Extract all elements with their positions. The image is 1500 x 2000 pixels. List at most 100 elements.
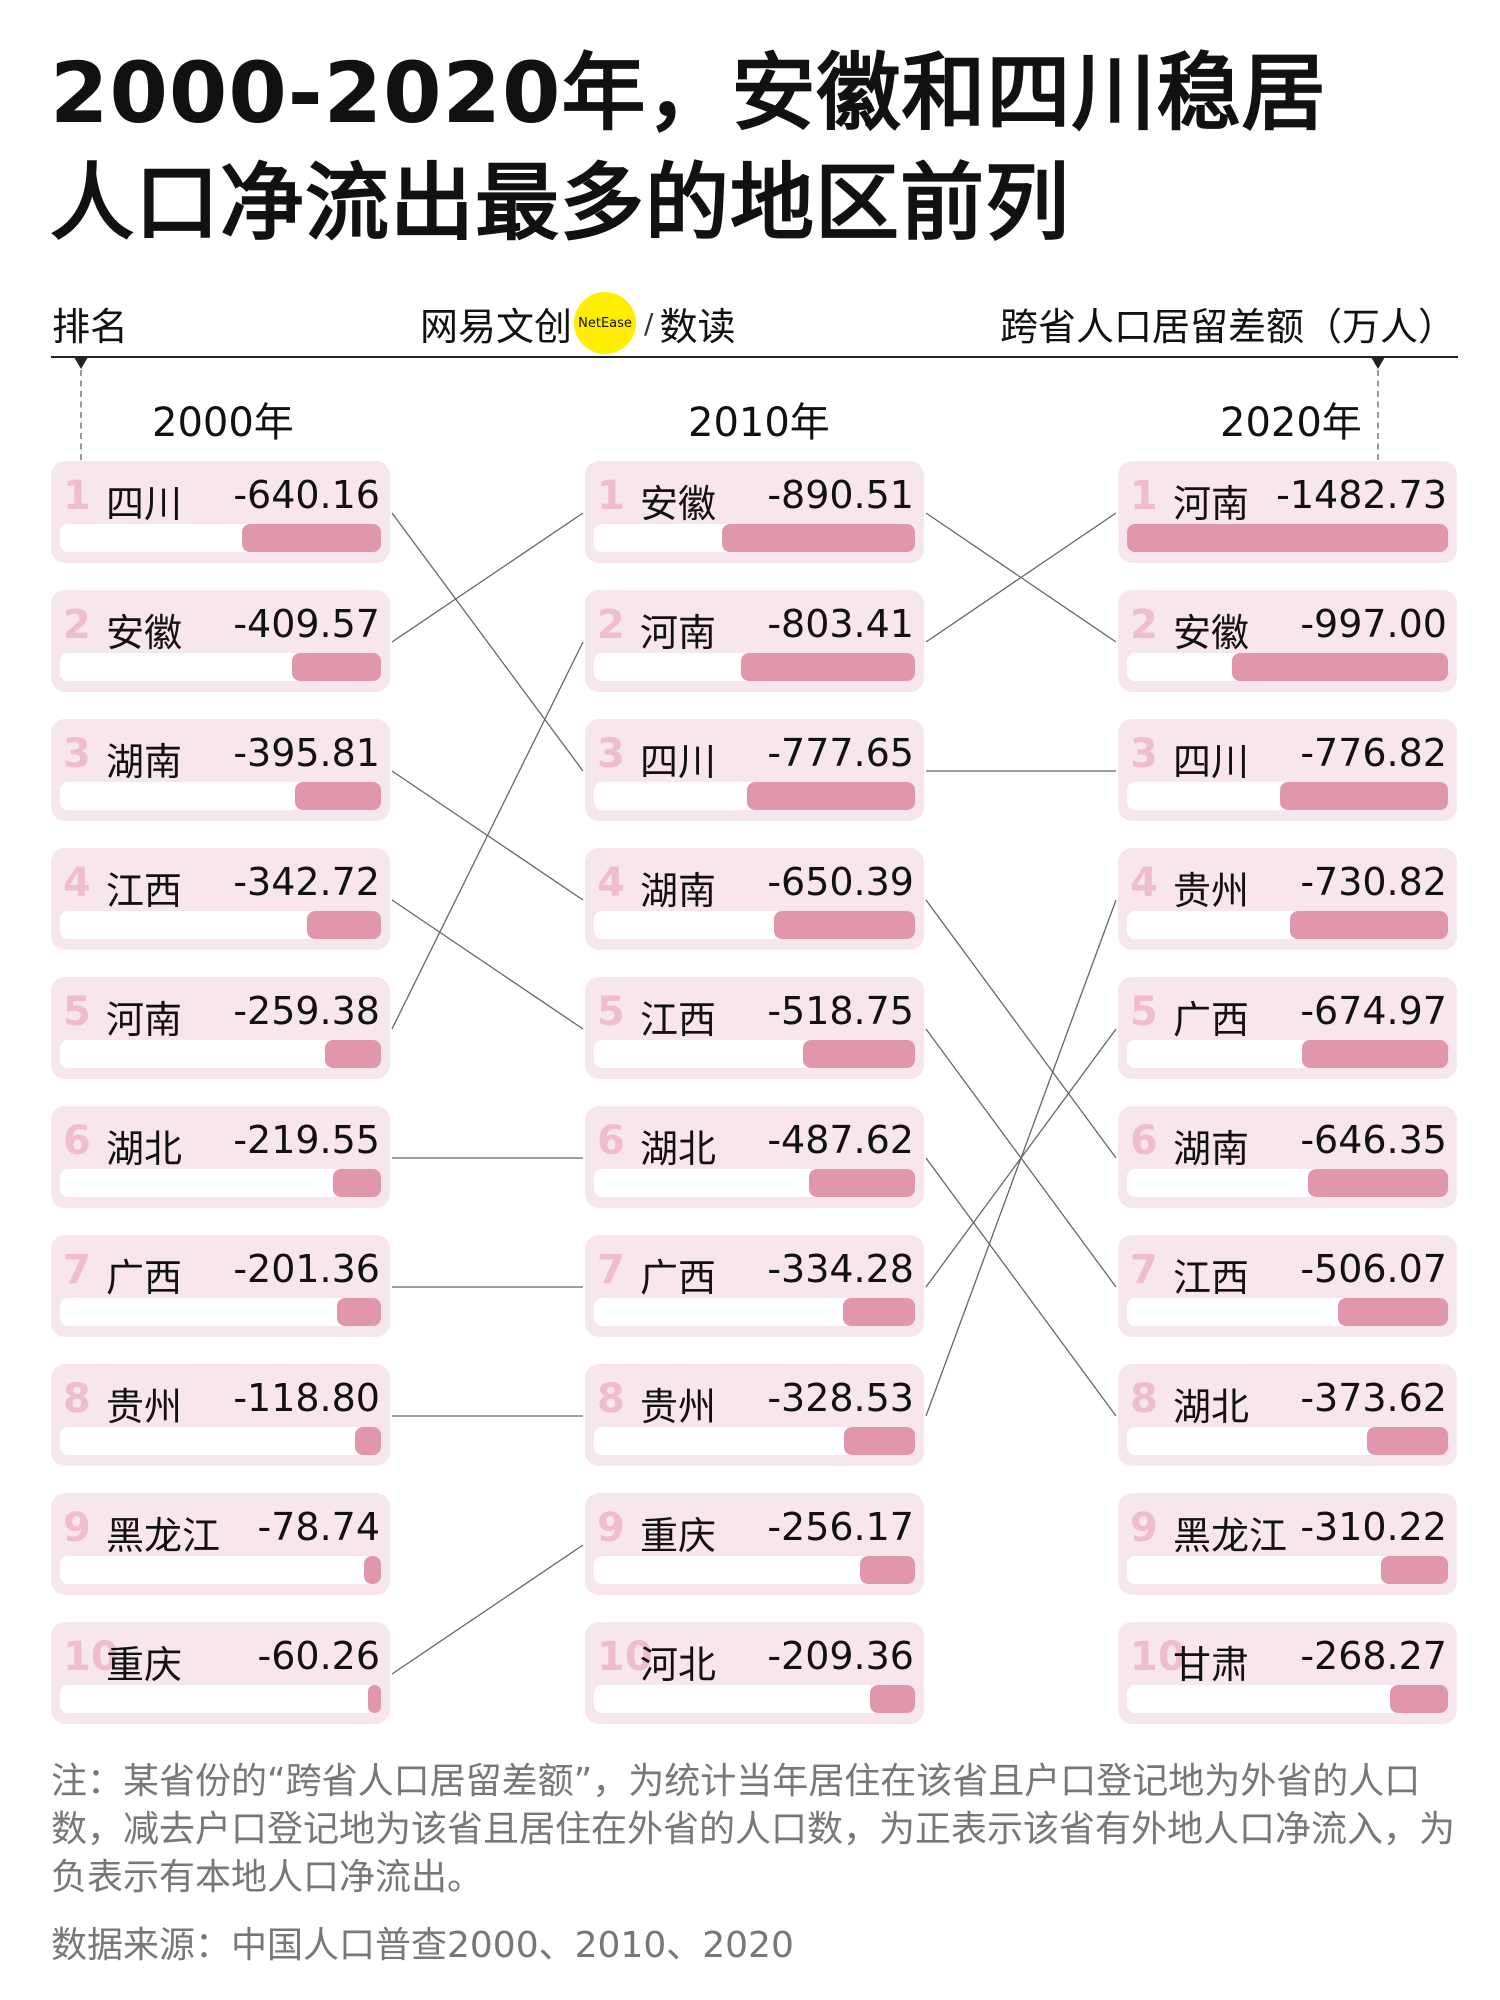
rank-link-line	[391, 512, 584, 643]
rank-number: 10	[597, 1634, 653, 1680]
value-label: -268.27	[1300, 1634, 1447, 1678]
value-label: -373.62	[1300, 1376, 1447, 1420]
brand-suffix: 数读	[659, 304, 736, 349]
rank-link-line	[391, 770, 584, 901]
value-bar	[809, 1169, 915, 1197]
footnote: 注：某省份的“跨省人口居留差额”，为统计当年居住在该省且户口登记地为外省的人口数…	[51, 1761, 1456, 1898]
value-label: -890.51	[767, 473, 914, 517]
rank-link-line	[391, 641, 584, 1030]
value-bar	[1289, 911, 1448, 939]
region-name: 黑龙江	[106, 1514, 221, 1558]
value-label: -395.81	[233, 731, 380, 775]
value-bar	[1380, 1556, 1448, 1584]
value-label: -803.41	[767, 602, 914, 646]
bar-track	[1127, 1298, 1448, 1326]
bar-track	[1127, 1685, 1448, 1713]
value-bar	[363, 1556, 381, 1584]
region-name: 贵州	[640, 1385, 717, 1429]
right-marker-icon	[1371, 357, 1385, 369]
bar-track	[60, 1298, 381, 1326]
bar-track	[1127, 911, 1448, 939]
rank-link-line	[925, 1028, 1117, 1288]
bar-track	[1127, 782, 1448, 810]
value-bar	[333, 1169, 381, 1197]
region-name: 广西	[1173, 998, 1250, 1042]
region-name: 安徽	[1173, 611, 1250, 655]
rank-number: 7	[1130, 1247, 1158, 1293]
unit-label: 跨省人口居留差额（万人）	[999, 305, 1456, 349]
region-name: 湖南	[106, 740, 183, 784]
rank-number: 8	[1130, 1376, 1158, 1422]
bar-track	[594, 1685, 915, 1713]
bar-track	[594, 782, 915, 810]
region-name: 安徽	[106, 611, 183, 655]
rank-number: 3	[1130, 731, 1158, 777]
ranking-card: 2 河南 -803.41	[585, 590, 924, 692]
ranking-card: 5 江西 -518.75	[585, 977, 924, 1079]
header-rule	[51, 356, 1458, 358]
bar-track	[594, 1040, 915, 1068]
bar-track	[60, 911, 381, 939]
value-bar	[746, 782, 915, 810]
value-bar	[722, 524, 915, 552]
value-bar	[1127, 524, 1448, 552]
rank-number: 4	[63, 860, 91, 906]
left-marker-icon	[74, 357, 88, 369]
region-name: 贵州	[1173, 869, 1250, 913]
brand-text: 网易文创	[420, 304, 573, 349]
ranking-card: 4 江西 -342.72	[51, 848, 390, 950]
bar-track	[594, 1169, 915, 1197]
value-bar	[774, 911, 915, 939]
value-bar	[1367, 1427, 1448, 1455]
value-label: -342.72	[233, 860, 380, 904]
bar-track	[60, 1040, 381, 1068]
bar-track	[594, 1427, 915, 1455]
value-bar	[1279, 782, 1448, 810]
bar-track	[1127, 1427, 1448, 1455]
left-dashed-guide	[80, 370, 82, 460]
value-label: -674.97	[1300, 989, 1447, 1033]
value-label: -487.62	[767, 1118, 914, 1162]
title-line-2: 人口净流出最多的地区前列	[50, 154, 1071, 252]
value-bar	[324, 1040, 381, 1068]
region-name: 广西	[106, 1256, 183, 1300]
title-line-1: 2000-2020年，安徽和四川稳居	[50, 44, 1327, 142]
bar-track	[594, 911, 915, 939]
value-bar	[1301, 1040, 1448, 1068]
value-label: -777.65	[767, 731, 914, 775]
ranking-card: 7 广西 -201.36	[51, 1235, 390, 1337]
rank-link-line	[391, 1544, 584, 1675]
ranking-card: 2 安徽 -997.00	[1118, 590, 1457, 692]
bar-track	[60, 1685, 381, 1713]
ranking-card: 6 湖北 -487.62	[585, 1106, 924, 1208]
rank-number: 7	[63, 1247, 91, 1293]
bar-track	[60, 1556, 381, 1584]
year-label-2000: 2000年	[152, 400, 294, 446]
bar-track	[594, 1298, 915, 1326]
region-name: 湖南	[640, 869, 717, 913]
value-bar	[842, 1298, 915, 1326]
rank-number: 3	[63, 731, 91, 777]
bar-track	[60, 524, 381, 552]
value-bar	[306, 911, 381, 939]
rank-number: 10	[63, 1634, 119, 1680]
rank-number: 8	[597, 1376, 625, 1422]
value-bar	[242, 524, 381, 552]
ranking-card: 1 安徽 -890.51	[585, 461, 924, 563]
value-label: -310.22	[1300, 1505, 1447, 1549]
rank-number: 4	[1130, 860, 1158, 906]
ranking-card: 9 黑龙江 -78.74	[51, 1493, 390, 1595]
bar-track	[60, 653, 381, 681]
ranking-card: 1 河南 -1482.73	[1118, 461, 1457, 563]
rank-link-line	[925, 1028, 1117, 1288]
value-bar	[367, 1685, 381, 1713]
region-name: 湖南	[1173, 1127, 1250, 1171]
brand-separator: /	[644, 306, 654, 340]
region-name: 河南	[1173, 482, 1250, 526]
ranking-card: 5 广西 -674.97	[1118, 977, 1457, 1079]
region-name: 广西	[640, 1256, 717, 1300]
value-bar	[843, 1427, 915, 1455]
bar-track	[60, 782, 381, 810]
value-label: -201.36	[233, 1247, 380, 1291]
region-name: 湖北	[640, 1127, 717, 1171]
